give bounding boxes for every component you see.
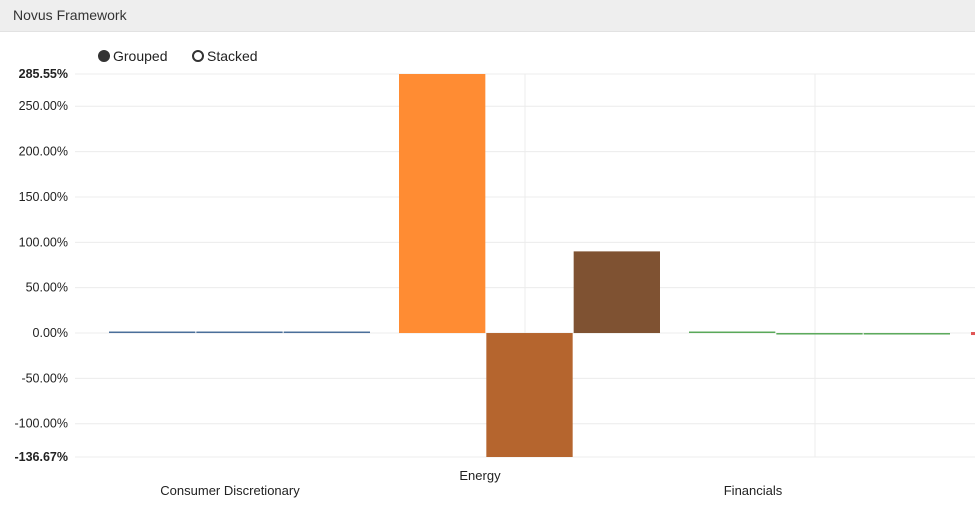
y-tick-label: 150.00% <box>19 190 68 204</box>
bar[interactable] <box>486 333 573 457</box>
stacked-radio-dot[interactable] <box>192 50 204 62</box>
y-tick-label: -100.00% <box>14 417 68 431</box>
y-tick-label: -50.00% <box>21 371 68 385</box>
grouped-radio-dot[interactable] <box>98 50 110 62</box>
bar[interactable] <box>283 331 370 334</box>
bar[interactable] <box>689 331 776 334</box>
y-tick-label: 285.55% <box>19 67 68 81</box>
x-tick-label: Consumer Discretionary <box>160 483 300 498</box>
stacked-radio[interactable]: Stacked <box>192 48 258 64</box>
grouped-label: Grouped <box>113 48 168 64</box>
x-tick-label: Energy <box>459 468 501 483</box>
bar[interactable] <box>573 251 660 334</box>
window-title: Novus Framework <box>13 7 127 23</box>
y-tick-label: 0.00% <box>33 326 68 340</box>
bar[interactable] <box>776 333 863 335</box>
bar[interactable] <box>399 74 486 334</box>
stacked-label: Stacked <box>207 48 258 64</box>
y-tick-label: 50.00% <box>26 281 68 295</box>
bar[interactable] <box>196 331 283 334</box>
y-tick-label: 200.00% <box>19 145 68 159</box>
bar[interactable] <box>109 331 196 334</box>
grouped-radio[interactable]: Grouped <box>98 48 167 64</box>
y-tick-label: 250.00% <box>19 99 68 113</box>
bar[interactable] <box>863 333 950 335</box>
y-tick-label: 100.00% <box>19 235 68 249</box>
series-edge-marker <box>971 332 975 336</box>
x-tick-label: Financials <box>724 483 783 498</box>
y-tick-label: -136.67% <box>14 450 68 464</box>
title-bar: Novus Framework <box>0 0 975 32</box>
